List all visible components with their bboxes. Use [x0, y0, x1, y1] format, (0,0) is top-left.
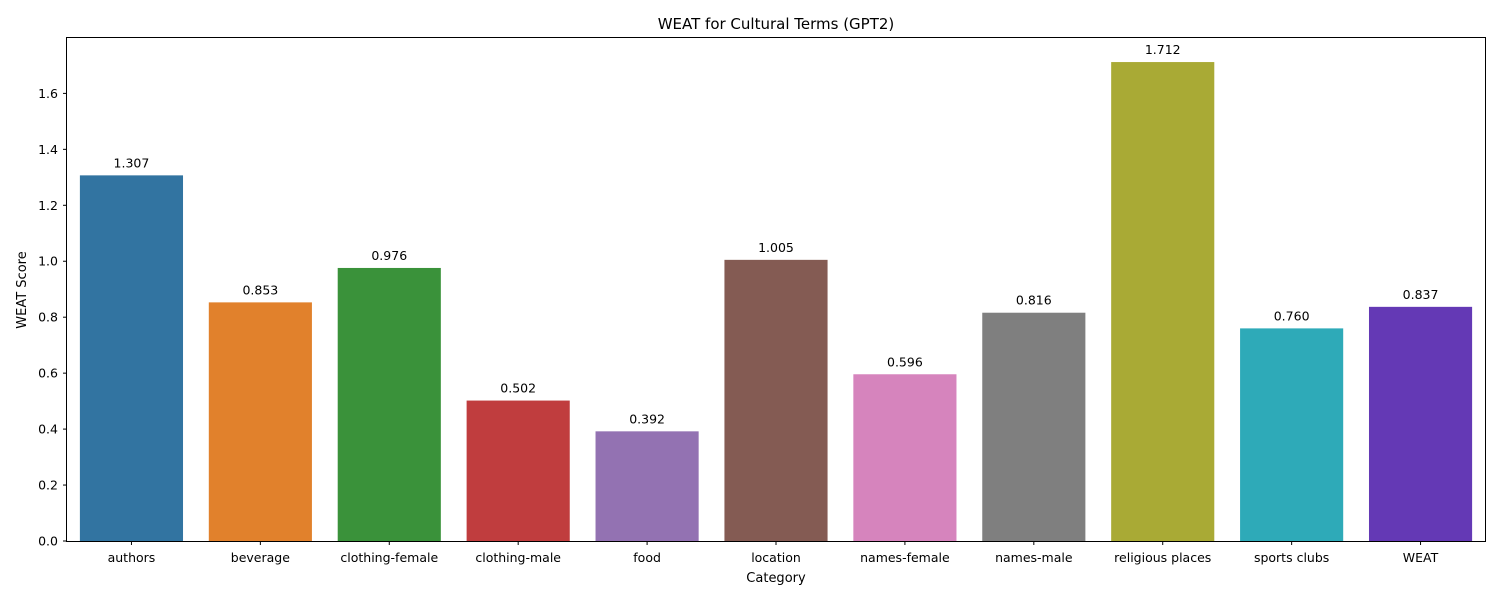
bar-clothing-male [466, 400, 570, 541]
bar-value-label: 0.853 [242, 282, 278, 297]
bar-sports-clubs [1240, 328, 1344, 541]
y-tick-label: 0.2 [38, 478, 58, 493]
bar-value-label: 0.816 [1016, 293, 1052, 308]
y-tick-label: 1.0 [38, 254, 58, 269]
bar-value-label: 0.837 [1403, 287, 1439, 302]
y-tick-label: 0.8 [38, 310, 58, 325]
bar-value-label: 0.760 [1274, 308, 1310, 323]
bar-names-male [982, 312, 1086, 541]
bar-clothing-female [337, 267, 441, 541]
bar-food [595, 431, 699, 541]
x-tick-labels: authors beverage clothing-female clothing-m… [108, 541, 1439, 565]
bar-value-label: 1.712 [1145, 42, 1181, 57]
chart-title: WEAT for Cultural Terms (GPT2) [658, 15, 895, 33]
y-tick-label: 0.6 [38, 366, 58, 381]
x-tick-label: names-female [860, 550, 950, 565]
bar-religious-places [1111, 62, 1215, 541]
y-tick-label: 0.4 [38, 422, 58, 437]
bar-location [724, 259, 828, 541]
x-tick-label: sports clubs [1254, 550, 1329, 565]
bar-value-label: 0.596 [887, 354, 923, 369]
x-tick-label: names-male [995, 550, 1073, 565]
bar-value-label: 1.005 [758, 240, 794, 255]
bar-beverage [208, 302, 312, 541]
bars-group [79, 62, 1473, 541]
x-tick-label: location [751, 550, 801, 565]
bar-value-label: 0.976 [371, 248, 407, 263]
x-tick-label: food [633, 550, 661, 565]
x-tick-label: authors [108, 550, 156, 565]
y-tick-label: 1.2 [38, 198, 58, 213]
data-labels: 1.307 0.853 0.976 0.502 0.392 1.005 0.596 0.816… [114, 42, 1439, 426]
y-tick-label: 0.0 [38, 534, 58, 549]
plot-frame [66, 37, 1486, 542]
bar-value-label: 0.502 [500, 381, 536, 396]
x-tick-label: beverage [231, 550, 290, 565]
y-tick-label: 1.4 [38, 142, 58, 157]
bar-authors [79, 175, 184, 541]
y-tick-labels: 0.0 0.2 0.4 0.6 0.8 1.0 1.2 1.4 1.6 [38, 86, 67, 549]
bar-names-female [853, 374, 957, 541]
bar-weat [1368, 306, 1473, 541]
x-tick-label: clothing-male [475, 550, 561, 565]
bar-value-label: 0.392 [629, 411, 665, 426]
x-axis-label: Category [746, 571, 806, 586]
x-tick-label: clothing-female [340, 550, 438, 565]
bar-value-label: 1.307 [114, 155, 150, 170]
y-axis-label: WEAT Score [15, 251, 30, 328]
x-tick-label: WEAT [1403, 550, 1439, 565]
x-tick-label: religious places [1114, 550, 1211, 565]
y-tick-label: 1.6 [38, 86, 58, 101]
